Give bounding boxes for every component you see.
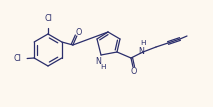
Text: N: N [95, 57, 101, 66]
Text: H: H [100, 64, 106, 70]
Text: H: H [140, 40, 146, 46]
Text: O: O [131, 68, 137, 77]
Text: O: O [76, 27, 82, 36]
Text: Cl: Cl [44, 14, 52, 23]
Text: Cl: Cl [13, 54, 21, 63]
Text: N: N [138, 47, 144, 56]
